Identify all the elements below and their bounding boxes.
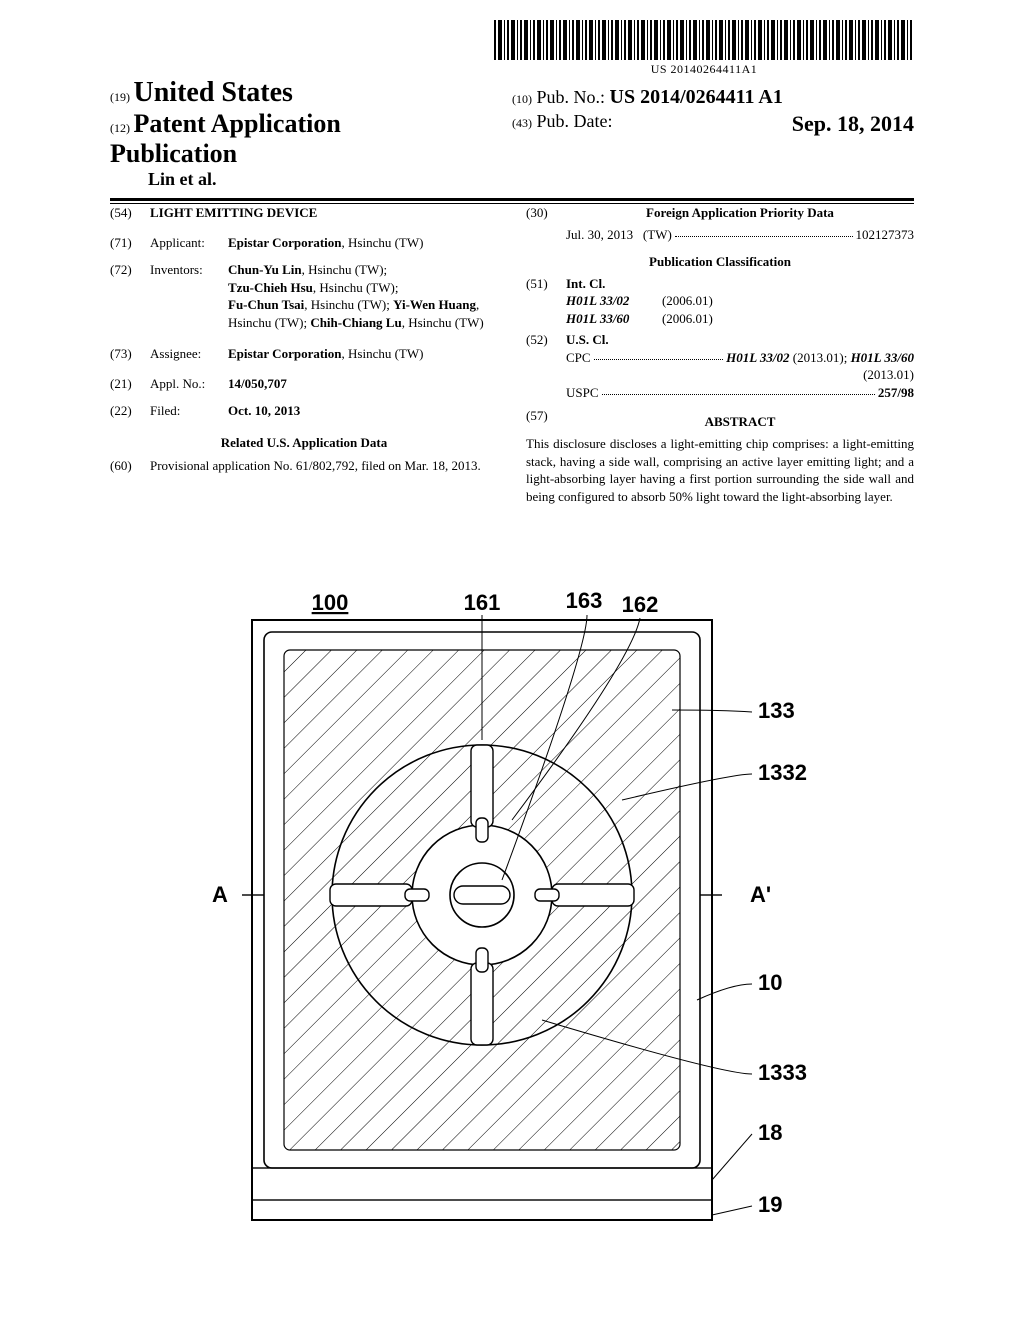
left-column: (54) LIGHT EMITTING DEVICE (71) Applican… [110, 200, 498, 505]
inid-57: (57) [526, 407, 566, 431]
header-left: (19) United States (12) Patent Applicati… [110, 78, 472, 190]
filed-value: Oct. 10, 2013 [228, 403, 300, 418]
inid-71: (71) [110, 234, 150, 252]
assignee-value: Epistar Corporation, Hsinchu (TW) [228, 345, 498, 363]
cpc-value: H01L 33/02 (2013.01); H01L 33/60 [726, 349, 914, 367]
related-us-header: Related U.S. Application Data [110, 434, 498, 452]
field-22: (22) Filed: Oct. 10, 2013 [110, 402, 498, 420]
author-line: Lin et al. [148, 169, 472, 190]
applno-value: 14/050,707 [228, 376, 287, 391]
inid-22: (22) [110, 402, 150, 420]
inid-30: (30) [526, 204, 566, 222]
cpc-tail: (2013.01) [566, 366, 914, 384]
field-21: (21) Appl. No.: 14/050,707 [110, 375, 498, 393]
label-133: 133 [758, 698, 795, 723]
field-60: (60) Provisional application No. 61/802,… [110, 457, 498, 475]
invention-title: LIGHT EMITTING DEVICE [150, 204, 498, 222]
pubno-value: US 2014/0264411 A1 [610, 86, 783, 108]
applicant-loc: , Hsinchu (TW) [342, 235, 424, 250]
cpc-label: CPC [566, 349, 591, 367]
applicant-value: Epistar Corporation, Hsinchu (TW) [228, 234, 498, 252]
field-57: (57) ABSTRACT [526, 407, 914, 431]
ring-hatch [192, 560, 832, 1280]
label-163: 163 [566, 588, 603, 613]
foreign-priority-row: Jul. 30, 2013 (TW) 102127373 [526, 226, 914, 244]
field-72: (72) Inventors: Chun-Yu Lin, Hsinchu (TW… [110, 261, 498, 331]
publication-type: Patent Application Publication [110, 109, 341, 168]
field-71: (71) Applicant: Epistar Corporation, Hsi… [110, 234, 498, 252]
foreign-appno: 102127373 [856, 226, 915, 244]
label-assignee: Assignee: [150, 345, 228, 363]
label-A: A [212, 882, 228, 907]
label-filed: Filed: [150, 402, 228, 420]
inid-43: (43) [512, 116, 532, 130]
abstract-text: This disclosure discloses a light-emitti… [526, 435, 914, 505]
uspc-value: 257/98 [878, 384, 914, 402]
field-54: (54) LIGHT EMITTING DEVICE [110, 204, 498, 222]
applicant-name: Epistar Corporation [228, 235, 342, 250]
label-Ap: A' [750, 882, 771, 907]
pubclass-header: Publication Classification [526, 253, 914, 271]
foreign-date: Jul. 30, 2013 [566, 226, 633, 244]
field-30: (30) Foreign Application Priority Data [526, 204, 914, 222]
intcl-code-1: H01L 33/60 [566, 311, 629, 326]
provisional-text: Provisional application No. 61/802,792, … [150, 457, 498, 475]
pubdate-value: Sep. 18, 2014 [792, 111, 914, 137]
header-right: (10) Pub. No.: US 2014/0264411 A1 (43) P… [512, 78, 914, 137]
intcl-ver-0: (2006.01) [662, 293, 713, 308]
figure-area: 100 161 163 162 A A' 133 1332 10 1333 18… [0, 560, 1024, 1280]
inid-51: (51) [526, 275, 566, 328]
pubno-label: Pub. No.: [537, 87, 606, 107]
intcl-ver-1: (2006.01) [662, 311, 713, 326]
uspc-label: USPC [566, 384, 599, 402]
field-51: (51) Int. Cl. H01L 33/02 (2006.01) H01L … [526, 275, 914, 328]
inid-10: (10) [512, 92, 532, 106]
field-73: (73) Assignee: Epistar Corporation, Hsin… [110, 345, 498, 363]
inid-21: (21) [110, 375, 150, 393]
label-19: 19 [758, 1192, 782, 1217]
label-applno: Appl. No.: [150, 375, 228, 393]
barcode-graphic [494, 20, 914, 60]
field-52: (52) U.S. Cl. CPC H01L 33/02 (2013.01); … [526, 331, 914, 401]
label-18: 18 [758, 1120, 782, 1145]
assignee-loc: , Hsinchu (TW) [342, 346, 424, 361]
barcode-block: US 20140264411A1 [494, 20, 914, 77]
inid-72: (72) [110, 261, 150, 331]
patent-figure: 100 161 163 162 A A' 133 1332 10 1333 18… [192, 560, 832, 1280]
intcl-code-0: H01L 33/02 [566, 293, 629, 308]
label-1332: 1332 [758, 760, 807, 785]
barcode-text: US 20140264411A1 [494, 62, 914, 77]
inid-19: (19) [110, 90, 130, 104]
inid-60: (60) [110, 457, 150, 475]
country: United States [134, 77, 293, 108]
foreign-country: (TW) [643, 226, 672, 244]
center-slot [454, 886, 510, 904]
abstract-header: ABSTRACT [566, 413, 914, 431]
biblio-columns: (54) LIGHT EMITTING DEVICE (71) Applican… [110, 200, 914, 505]
inid-12: (12) [110, 121, 130, 135]
label-1333: 1333 [758, 1060, 807, 1085]
intcl-label: Int. Cl. [566, 276, 605, 291]
pubdate-label: Pub. Date: [537, 111, 613, 131]
dot-leader [594, 349, 724, 360]
dot-leader [602, 384, 875, 395]
label-161: 161 [464, 590, 501, 615]
label-applicant: Applicant: [150, 234, 228, 252]
inventors-value: Chun-Yu Lin, Hsinchu (TW); Tzu-Chieh Hsu… [228, 261, 498, 331]
uscl-label: U.S. Cl. [566, 332, 609, 347]
inid-54: (54) [110, 204, 150, 222]
foreign-priority-header: Foreign Application Priority Data [646, 205, 834, 220]
header: (19) United States (12) Patent Applicati… [110, 78, 914, 214]
uspc-line: USPC 257/98 [566, 384, 914, 402]
assignee-name: Epistar Corporation [228, 346, 342, 361]
label-inventors: Inventors: [150, 261, 228, 331]
right-column: (30) Foreign Application Priority Data J… [526, 200, 914, 505]
label-100: 100 [312, 590, 349, 615]
inid-73: (73) [110, 345, 150, 363]
label-162: 162 [622, 592, 659, 617]
inid-52: (52) [526, 331, 566, 401]
dot-leader [675, 226, 853, 237]
label-10: 10 [758, 970, 782, 995]
cpc-line: CPC H01L 33/02 (2013.01); H01L 33/60 [566, 349, 914, 367]
